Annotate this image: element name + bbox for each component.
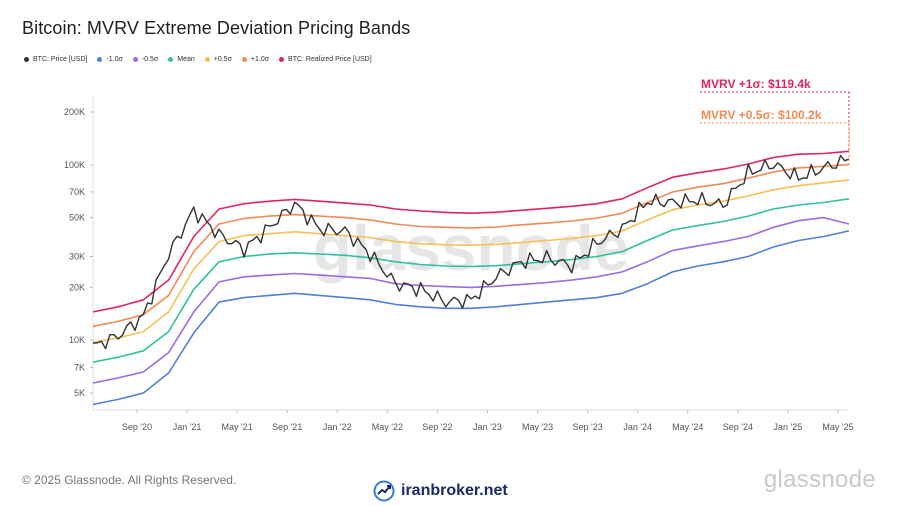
x-tick-label: May '21 bbox=[222, 422, 253, 432]
chart-growth-icon bbox=[373, 480, 395, 502]
legend-label: BTC: Realized Price [USD] bbox=[288, 56, 372, 63]
annotation-label: MVRV +0.5σ: $100.2k bbox=[701, 108, 822, 122]
site-watermark: iranbroker.net bbox=[373, 480, 508, 502]
x-tick-label: Jan '24 bbox=[623, 422, 652, 432]
legend-label: BTC: Price [USD] bbox=[33, 56, 88, 63]
x-tick-label: Sep '24 bbox=[723, 422, 753, 432]
x-tick-label: Sep '21 bbox=[272, 422, 302, 432]
site-name: iranbroker.net bbox=[401, 482, 508, 499]
legend-item[interactable]: BTC: Price [USD] bbox=[24, 56, 87, 63]
annotation-label: MVRV +1σ: $119.4k bbox=[701, 77, 811, 91]
legend-swatch bbox=[97, 57, 103, 62]
brand-logo-text: glassnode bbox=[763, 466, 876, 493]
legend-item[interactable]: -0.5σ bbox=[132, 56, 159, 63]
legend-swatch bbox=[132, 57, 138, 62]
legend-label: -0.5σ bbox=[141, 56, 159, 63]
y-tick-label: 50K bbox=[69, 213, 85, 223]
copyright-text: © 2025 Glassnode. All Rights Reserved. bbox=[22, 473, 237, 487]
legend-item[interactable]: -1.0σ bbox=[97, 56, 123, 63]
x-tick-label: Sep '22 bbox=[422, 422, 452, 432]
series-line-band bbox=[92, 163, 850, 328]
x-tick-label: Sep '20 bbox=[122, 422, 152, 432]
y-tick-label: 100K bbox=[64, 160, 85, 170]
chart-title: Bitcoin: MVRV Extreme Deviation Pricing … bbox=[22, 18, 411, 38]
series-line-band bbox=[92, 230, 850, 406]
x-tick-label: May '23 bbox=[522, 422, 553, 432]
x-tick-label: Jan '21 bbox=[173, 422, 202, 432]
y-tick-label: 7K bbox=[74, 362, 85, 372]
legend-swatch bbox=[279, 57, 285, 62]
legend-swatch bbox=[168, 57, 174, 62]
legend-item[interactable]: Mean bbox=[168, 56, 195, 63]
x-tick-label: May '22 bbox=[372, 422, 403, 432]
y-tick-label: 5K bbox=[74, 388, 85, 398]
x-tick-label: May '24 bbox=[672, 422, 703, 432]
y-tick-label: 20K bbox=[69, 282, 85, 292]
y-tick-label: 10K bbox=[69, 335, 85, 345]
chart-watermark: glassnode bbox=[313, 212, 630, 284]
y-tick-label: 70K bbox=[69, 187, 85, 197]
legend-item[interactable]: +1.0σ bbox=[241, 56, 270, 63]
x-tick-label: Jan '25 bbox=[774, 422, 803, 432]
legend-label: Mean bbox=[177, 56, 195, 63]
x-tick-label: May '25 bbox=[822, 422, 853, 432]
legend-label: +1.0σ bbox=[250, 56, 270, 63]
chart-legend: BTC: Price [USD] -1.0σ -0.5σ Mean +0.5σ +1.0σ… bbox=[24, 56, 372, 63]
legend-swatch bbox=[204, 57, 210, 62]
legend-label: +0.5σ bbox=[213, 56, 232, 63]
series-line-band bbox=[92, 216, 850, 384]
series-line-band bbox=[92, 179, 850, 344]
x-tick-label: Sep '23 bbox=[573, 422, 603, 432]
series-line-band bbox=[92, 198, 850, 363]
legend-item[interactable]: +0.5σ bbox=[204, 56, 232, 63]
legend-swatch bbox=[24, 57, 29, 62]
legend-label: -1.0σ bbox=[106, 56, 123, 63]
legend-swatch bbox=[241, 57, 247, 62]
series-line-band bbox=[92, 150, 850, 313]
x-tick-label: Jan '22 bbox=[323, 422, 352, 432]
x-tick-label: Jan '23 bbox=[473, 422, 502, 432]
y-tick-label: 200K bbox=[64, 107, 85, 117]
series-line-price bbox=[92, 154, 850, 350]
y-tick-label: 30K bbox=[69, 252, 85, 262]
legend-item[interactable]: BTC: Realized Price [USD] bbox=[279, 56, 372, 63]
